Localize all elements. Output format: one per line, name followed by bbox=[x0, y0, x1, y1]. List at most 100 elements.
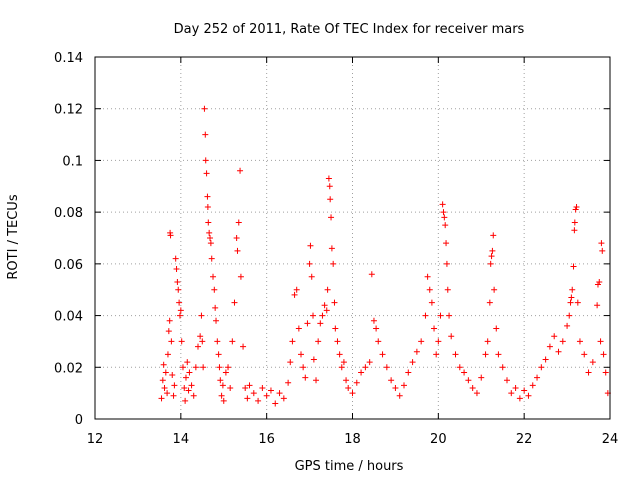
data-point bbox=[259, 384, 266, 391]
data-point bbox=[211, 286, 218, 293]
data-point bbox=[598, 240, 605, 247]
data-point bbox=[200, 364, 207, 371]
data-point bbox=[574, 299, 581, 306]
data-point bbox=[240, 343, 247, 350]
data-point bbox=[173, 266, 180, 273]
data-point bbox=[206, 229, 213, 236]
data-point bbox=[516, 395, 523, 402]
data-point bbox=[182, 374, 189, 381]
data-point bbox=[487, 260, 494, 267]
data-point bbox=[576, 338, 583, 345]
chart-title: Day 252 of 2011, Rate Of TEC Index for r… bbox=[174, 22, 525, 37]
data-point bbox=[594, 302, 601, 309]
data-point bbox=[362, 364, 369, 371]
data-point bbox=[263, 392, 270, 399]
data-point bbox=[242, 384, 249, 391]
data-point bbox=[546, 343, 553, 350]
x-tick-label: 14 bbox=[173, 432, 190, 447]
data-point bbox=[177, 307, 184, 314]
data-point bbox=[488, 253, 495, 260]
data-point bbox=[237, 273, 244, 280]
data-point bbox=[162, 369, 169, 376]
data-point bbox=[446, 312, 453, 319]
data-point bbox=[401, 382, 407, 389]
data-point bbox=[233, 235, 240, 241]
data-point bbox=[405, 369, 412, 376]
y-tick-label: 0.08 bbox=[54, 206, 83, 221]
data-point bbox=[478, 374, 485, 381]
data-point bbox=[327, 196, 334, 203]
data-point bbox=[589, 359, 596, 366]
data-point bbox=[212, 304, 219, 311]
data-point bbox=[185, 387, 192, 394]
data-point bbox=[217, 377, 224, 384]
data-point bbox=[310, 312, 317, 319]
plot-frame bbox=[94, 56, 611, 420]
data-point bbox=[202, 131, 209, 138]
data-point bbox=[338, 364, 345, 371]
data-point bbox=[456, 364, 463, 371]
data-point bbox=[215, 351, 222, 358]
data-point bbox=[285, 379, 292, 386]
data-point bbox=[428, 299, 435, 306]
data-point bbox=[250, 390, 257, 397]
data-point bbox=[246, 382, 253, 389]
data-point bbox=[525, 392, 532, 399]
data-point bbox=[379, 351, 386, 358]
data-point bbox=[170, 392, 177, 399]
data-point bbox=[336, 351, 343, 358]
data-point bbox=[197, 333, 204, 340]
data-point bbox=[345, 384, 352, 391]
data-point bbox=[551, 333, 558, 340]
data-point bbox=[165, 328, 172, 335]
grid bbox=[95, 57, 610, 419]
data-point bbox=[171, 382, 178, 389]
data-point bbox=[323, 307, 330, 314]
data-point bbox=[409, 359, 416, 366]
x-axis-label: GPS time / hours bbox=[295, 459, 404, 474]
data-points bbox=[158, 105, 611, 407]
data-point bbox=[205, 219, 212, 226]
data-point bbox=[326, 183, 333, 190]
data-point bbox=[169, 372, 176, 379]
data-point bbox=[188, 382, 195, 389]
data-point bbox=[166, 317, 173, 324]
data-point bbox=[368, 271, 375, 278]
data-point bbox=[321, 302, 328, 309]
data-point bbox=[184, 359, 191, 366]
data-point bbox=[473, 390, 480, 397]
data-point bbox=[569, 286, 576, 293]
data-point bbox=[289, 338, 296, 345]
data-point bbox=[443, 240, 450, 247]
data-point bbox=[234, 247, 241, 254]
data-point bbox=[493, 325, 500, 332]
data-point bbox=[319, 312, 326, 319]
data-point bbox=[571, 219, 578, 226]
data-point bbox=[174, 278, 181, 285]
data-point bbox=[440, 209, 447, 216]
data-point bbox=[192, 364, 199, 371]
data-point bbox=[512, 384, 519, 391]
data-point bbox=[182, 397, 189, 404]
x-tick-label: 24 bbox=[602, 432, 619, 447]
axes bbox=[94, 56, 611, 420]
data-point bbox=[422, 312, 429, 319]
data-point bbox=[461, 369, 468, 376]
data-point bbox=[358, 369, 365, 376]
data-point bbox=[534, 374, 541, 381]
data-point bbox=[353, 379, 360, 386]
data-point bbox=[227, 384, 234, 391]
data-point bbox=[499, 364, 506, 371]
y-tick-label: 0.12 bbox=[54, 103, 83, 118]
data-point bbox=[218, 392, 225, 399]
data-point bbox=[298, 351, 304, 358]
data-point bbox=[375, 338, 382, 345]
data-point bbox=[160, 361, 167, 368]
data-point bbox=[465, 377, 472, 384]
data-point bbox=[220, 397, 227, 404]
data-point bbox=[413, 348, 420, 355]
data-point bbox=[304, 320, 311, 327]
data-point bbox=[313, 377, 320, 384]
data-point bbox=[201, 105, 208, 112]
data-point bbox=[441, 214, 448, 221]
